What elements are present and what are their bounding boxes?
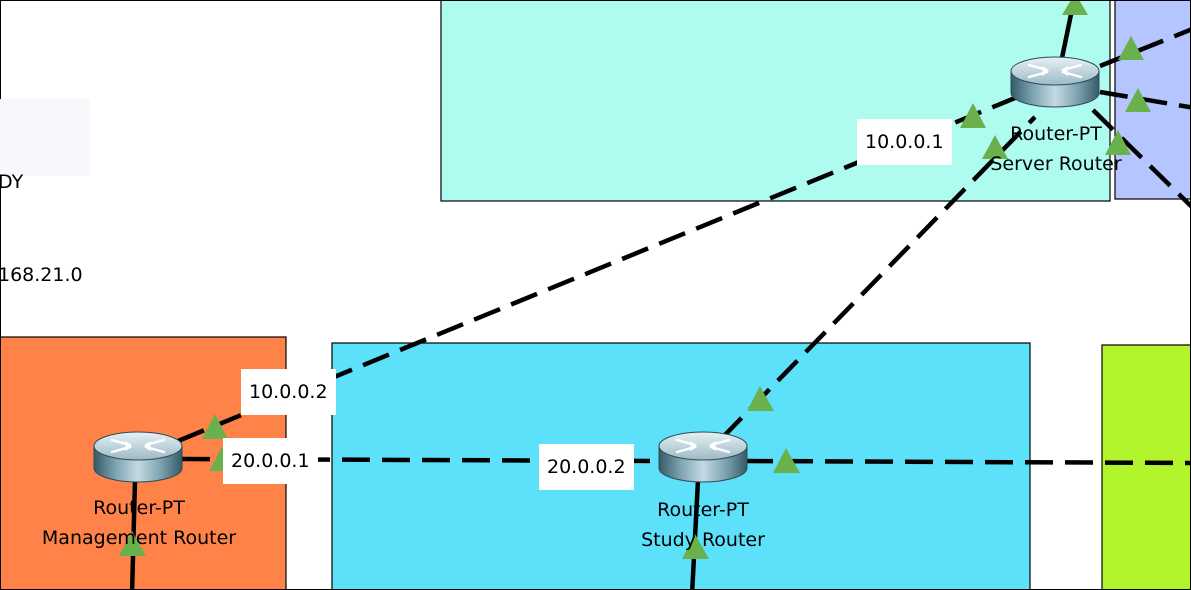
ip-label-management-to-study: 20.0.0.1 [223, 438, 318, 484]
link-up-triangle [202, 414, 228, 439]
device-model: Router-PT [1010, 123, 1102, 145]
cable-server-east-upper [1099, 27, 1191, 69]
link-up-triangle [119, 531, 146, 556]
cable-study-east [744, 458, 1191, 466]
ip-label-management-to-server: 10.0.0.2 [241, 369, 336, 415]
device-model: Router-PT [657, 499, 749, 521]
area-note-line-2: 168.21.0 [0, 264, 83, 286]
link-up-triangle [682, 534, 709, 559]
device-name: Management Router [41, 527, 237, 549]
ip-label-study-wan: 20.0.0.2 [539, 444, 634, 490]
area-note-line-1: DY [0, 171, 24, 193]
link-up-triangle [1105, 130, 1131, 155]
cable-server-east [1099, 89, 1191, 110]
server-zone [440, 0, 1111, 202]
router-icon[interactable] [92, 430, 184, 484]
link-up-triangle [773, 448, 800, 473]
cable-management-server [177, 95, 1016, 444]
link-up-triangle [1062, 0, 1088, 15]
right-green-zone [1101, 344, 1191, 590]
study-router-label: Router-PT Study Router [641, 495, 765, 555]
link-up-triangle [982, 135, 1008, 159]
ip-label-server-wan: 10.0.0.1 [857, 119, 952, 165]
management-router-label: Router-PT Management Router [42, 493, 236, 553]
router-icon[interactable] [1009, 55, 1101, 109]
device-model: Router-PT [93, 497, 185, 519]
server-router-label: Router-PT Server Router [990, 119, 1121, 179]
link-up-triangle [1125, 88, 1151, 112]
area-note[interactable]: DY 168.21.0 [0, 99, 90, 286]
link-up-triangle [1118, 36, 1144, 60]
cable-server-southeast [1091, 108, 1191, 210]
device-name: Study Router [641, 529, 765, 551]
link-up-triangle [960, 103, 986, 128]
link-up-triangle [747, 386, 774, 411]
device-name: Server Router [990, 153, 1122, 175]
cable-study-server [720, 115, 1037, 440]
router-icon[interactable] [657, 430, 749, 484]
